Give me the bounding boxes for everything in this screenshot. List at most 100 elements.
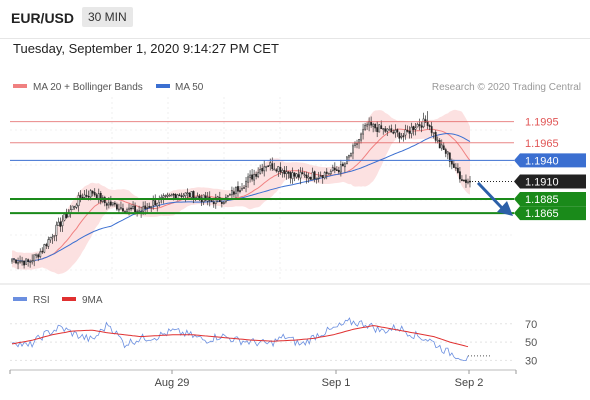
candle-body-up [214, 197, 217, 204]
level-label: 1.1965 [525, 138, 559, 150]
candle-body-up [416, 124, 419, 128]
candle [45, 242, 48, 250]
candle-body-down [275, 169, 278, 172]
candle [39, 248, 42, 259]
candle-body-up [186, 192, 189, 194]
candle-body-up [344, 163, 346, 168]
candle-body-down [65, 214, 68, 219]
candle-body-down [15, 259, 17, 264]
candle [400, 133, 403, 140]
candle-body-up [25, 258, 28, 265]
candle [386, 128, 389, 137]
level-tag [514, 174, 586, 189]
candle [253, 169, 256, 186]
candle [287, 171, 290, 179]
candle-body-up [364, 124, 366, 130]
candle [77, 192, 80, 212]
candle [432, 132, 435, 139]
candle [231, 186, 233, 200]
candle-body-up [269, 162, 272, 166]
candle-body-up [231, 190, 233, 196]
candle-body-up [120, 207, 122, 210]
forecast-arrow [476, 181, 513, 217]
candle-body-up [323, 172, 326, 179]
candle-body-down [452, 163, 455, 168]
candle-body-down [376, 127, 379, 132]
candle [406, 125, 409, 133]
candle-body-down [456, 167, 459, 173]
candle-body-up [17, 262, 19, 265]
candle [319, 171, 322, 178]
candle [339, 159, 342, 177]
candle-body-up [253, 174, 256, 181]
candle-body-down [309, 176, 312, 180]
candle-body-down [333, 167, 336, 171]
candle-body-up [107, 202, 110, 206]
candle [301, 167, 304, 175]
candle-body-up [21, 260, 23, 263]
rsi-ma-legend-swatch [62, 297, 76, 301]
candle-body-up [222, 201, 225, 204]
candle [422, 112, 425, 129]
candle-body-down [418, 124, 421, 126]
candle-body-up [285, 171, 288, 175]
candle [116, 202, 118, 211]
candle [53, 235, 56, 242]
candle-body-down [297, 174, 300, 178]
candle [412, 125, 415, 136]
candle [55, 221, 58, 242]
candle-body-down [105, 203, 108, 206]
candle [156, 202, 159, 212]
candle-body-down [412, 126, 415, 130]
candle-body-down [398, 132, 401, 139]
candle-body-down [130, 207, 132, 210]
candle-body-down [251, 174, 253, 180]
candle [152, 195, 155, 210]
candle [99, 191, 102, 205]
candle-body-up [327, 173, 330, 175]
candle-body-up [259, 168, 262, 174]
candle [461, 175, 463, 182]
candle-body-down [301, 172, 304, 175]
candle [438, 138, 441, 149]
candle-body-down [23, 260, 26, 266]
candle [21, 256, 23, 266]
candle [398, 131, 401, 143]
candle-body-down [279, 167, 282, 173]
candle [309, 176, 312, 180]
candle-body-down [384, 128, 387, 132]
candle-body-down [390, 128, 393, 133]
timeframe-button[interactable]: 30 MIN [82, 7, 133, 27]
ma20-legend-label: MA 20 + Bollinger Bands [33, 82, 143, 93]
candle-body-up [152, 200, 155, 206]
candle [329, 169, 332, 176]
candles [11, 111, 471, 270]
candle [456, 163, 459, 174]
candle-body-up [43, 244, 46, 253]
candle [47, 236, 50, 250]
candle [333, 162, 336, 174]
candle [291, 167, 294, 184]
rsi-tick-label: 30 [525, 355, 537, 367]
candle-body-up [410, 126, 413, 134]
candle-body-up [319, 175, 322, 177]
candle-body-down [438, 139, 441, 149]
candle-body-down [448, 152, 451, 162]
candle-body-down [154, 200, 157, 206]
candle-body-down [313, 171, 316, 179]
candle-body-down [172, 193, 175, 196]
candle [446, 150, 449, 160]
candle [196, 192, 199, 199]
candle-body-up [277, 166, 280, 172]
level-last: 1.1910 [472, 174, 586, 189]
candle-body-down [261, 168, 264, 172]
candle [75, 202, 78, 210]
candle [257, 167, 260, 179]
candle-body-up [49, 237, 52, 241]
candle [414, 123, 417, 136]
candle-body-down [428, 125, 431, 127]
candle-body-down [337, 170, 340, 173]
candle [356, 139, 358, 149]
candle [259, 164, 262, 175]
candle-body-up [132, 205, 134, 209]
